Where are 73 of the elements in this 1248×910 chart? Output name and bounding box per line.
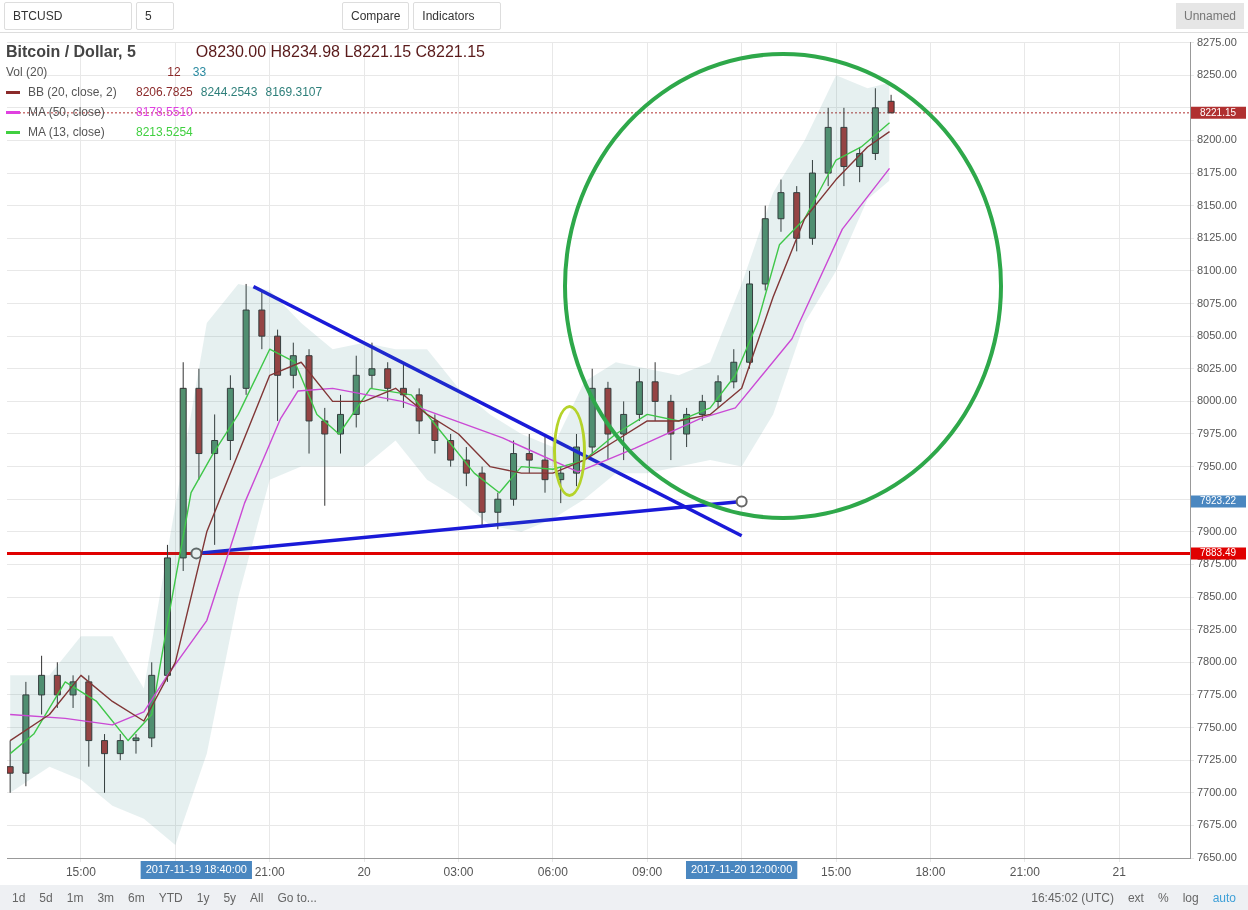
x-tick-label: 20 [357, 864, 372, 879]
annotation: 8169.3107 [265, 85, 323, 99]
text: Compare [342, 2, 410, 30]
y-tick-label: 7850.00 [1197, 590, 1237, 603]
x-tick-label: 03:00 [443, 864, 474, 879]
y-tick-label: 7700.00 [1197, 785, 1237, 798]
y-tick-label: 7875.00 [1197, 557, 1237, 570]
text: 2017-11-20 12:00:00 [690, 863, 793, 876]
text: 16:45:02 (UTC) [1031, 890, 1114, 905]
text: 7923.22 [1199, 495, 1237, 507]
text: All [250, 890, 264, 905]
annotation: O8230.00 H8234.98 L8221.15 C8221.15 [195, 43, 485, 60]
annotation: 8213.5254 [136, 125, 193, 139]
annotation: 8178.5510 [136, 105, 193, 119]
y-tick-label: 7800.00 [1197, 655, 1237, 668]
x-tick-label: 18:00 [915, 864, 946, 879]
annotation: 8206.7825 [136, 85, 193, 99]
y-tick-label: 7950.00 [1197, 459, 1237, 472]
x-tick-label: 21:00 [254, 864, 286, 879]
text: 2017-11-19 18:40:00 [145, 863, 247, 876]
text: 1m [66, 890, 84, 905]
y-tick-label: 8275.00 [1197, 35, 1237, 48]
text: 1d [12, 890, 26, 905]
x-tick-label: 15:00 [821, 864, 852, 879]
text: Indicators [413, 2, 502, 30]
y-tick-label: 8125.00 [1197, 231, 1237, 244]
ref-line-label: 7883.49 [1199, 547, 1237, 559]
y-tick-label: 7825.00 [1197, 622, 1237, 635]
y-tick-label: 8025.00 [1197, 361, 1237, 374]
y-tick-label: 8050.00 [1197, 329, 1237, 342]
x-tick-label: 09:00 [632, 864, 663, 879]
x-tick-label: 21 [1112, 864, 1127, 879]
y-tick-label: 7725.00 [1197, 753, 1237, 766]
text: log [1182, 890, 1199, 905]
ref-line-label: 8221.15 [1199, 106, 1237, 118]
y-tick-label: 7975.00 [1197, 427, 1237, 440]
x-tick-label: 06:00 [537, 864, 569, 879]
y-tick-label: 8250.00 [1197, 68, 1237, 81]
chart-title: Bitcoin / Dollar, 5 [6, 43, 136, 60]
x-tick-label: 15:00 [65, 864, 97, 879]
annotation: Vol (20) [6, 65, 48, 79]
text: 5y [223, 890, 237, 905]
text: 3m [97, 890, 115, 905]
y-tick-label: 8000.00 [1197, 394, 1237, 407]
text: Unnamed [1175, 3, 1244, 29]
text: % [1157, 890, 1169, 905]
text: auto [1212, 890, 1236, 905]
legend-label: BB (20, close, 2) [28, 85, 118, 99]
text: 1y [196, 890, 210, 905]
y-tick-label: 8200.00 [1197, 133, 1237, 146]
text: BTCUSD [4, 2, 132, 30]
y-tick-label: 8075.00 [1197, 296, 1237, 309]
y-tick-label: 7775.00 [1197, 687, 1237, 700]
y-tick-label: 7900.00 [1197, 524, 1237, 537]
annotation: 33 [192, 65, 207, 79]
y-tick-label: 7650.00 [1197, 851, 1237, 864]
candlestick [7, 740, 14, 794]
x-tick-label: 21:00 [1009, 864, 1041, 879]
legend-label: MA (13, close) [28, 125, 106, 139]
text: Go to... [277, 890, 317, 905]
y-tick-label: 8100.00 [1197, 263, 1237, 276]
annotation: 12 [167, 65, 181, 79]
text: 5d [39, 890, 53, 905]
text: YTD [158, 890, 183, 905]
text: 6m [128, 890, 145, 905]
annotation: 8244.2543 [200, 85, 258, 99]
text: ext [1127, 890, 1144, 905]
y-tick-label: 8150.00 [1197, 198, 1237, 211]
text: 5 [136, 2, 174, 30]
legend-label: MA (50, close) [28, 105, 106, 119]
y-tick-label: 7750.00 [1197, 720, 1237, 733]
y-tick-label: 8175.00 [1197, 166, 1237, 179]
y-tick-label: 7675.00 [1197, 818, 1237, 831]
